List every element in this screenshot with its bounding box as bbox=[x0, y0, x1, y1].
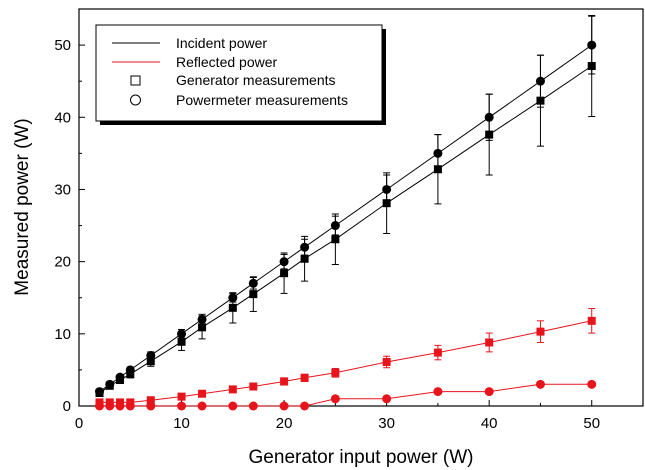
incident-generator-point bbox=[228, 303, 237, 312]
x-tick-label: 10 bbox=[173, 415, 190, 432]
incident-generator-point bbox=[280, 269, 289, 278]
reflected-powermeter-point bbox=[146, 401, 156, 411]
markers-layer bbox=[95, 40, 597, 411]
reflected-powermeter-point bbox=[279, 401, 289, 411]
incident-powermeter-point bbox=[248, 278, 258, 288]
incident-generator-point bbox=[105, 381, 114, 390]
incident-generator-point bbox=[587, 62, 596, 71]
incident-generator-point bbox=[126, 370, 135, 379]
reflected-generator-point bbox=[382, 357, 391, 366]
reflected-generator-line bbox=[99, 320, 592, 403]
x-tick-label: 0 bbox=[75, 415, 83, 432]
reflected-powermeter-point bbox=[197, 401, 207, 411]
reflected-powermeter-point bbox=[125, 401, 135, 411]
reflected-generator-point bbox=[228, 385, 237, 394]
reflected-powermeter-point bbox=[105, 401, 115, 411]
reflected-powermeter-point bbox=[587, 379, 597, 389]
x-tick-label: 40 bbox=[481, 415, 498, 432]
reflected-generator-point bbox=[280, 377, 289, 386]
incident-powermeter-point bbox=[177, 329, 187, 339]
reflected-generator-point bbox=[433, 348, 442, 357]
reflected-powermeter-point bbox=[95, 401, 105, 411]
incident-generator-point bbox=[433, 165, 442, 174]
reflected-powermeter-point bbox=[382, 394, 392, 404]
incident-generator-point bbox=[116, 376, 125, 385]
legend-generator-label: Generator measurements bbox=[176, 72, 336, 88]
legend-generator-square-icon bbox=[130, 75, 141, 86]
incident-powermeter-point bbox=[587, 40, 597, 50]
reflected-powermeter-point bbox=[535, 379, 545, 389]
reflected-powermeter-point bbox=[177, 401, 187, 411]
reflected-generator-point bbox=[300, 373, 309, 382]
reflected-powermeter-point bbox=[300, 401, 310, 411]
reflected-generator-point bbox=[587, 316, 596, 325]
reflected-powermeter-point bbox=[248, 401, 258, 411]
x-axis-title: Generator input power (W) bbox=[249, 447, 474, 468]
incident-generator-point bbox=[536, 96, 545, 105]
incident-powermeter-point bbox=[484, 112, 494, 122]
incident-generator-point bbox=[177, 337, 186, 346]
y-tick-label: 50 bbox=[54, 37, 71, 54]
x-tick-label: 20 bbox=[276, 415, 293, 432]
incident-powermeter-point bbox=[382, 184, 392, 194]
incident-powermeter-point bbox=[433, 148, 443, 158]
incident-powermeter-point bbox=[330, 221, 340, 231]
reflected-generator-point bbox=[331, 368, 340, 377]
incident-generator-point bbox=[485, 130, 494, 139]
reflected-generator-point bbox=[146, 396, 155, 405]
x-tick-label: 50 bbox=[583, 415, 600, 432]
incident-powermeter-point bbox=[279, 257, 289, 267]
ticks-layer: 0 10 20 30 40 50 0 10 20 30 40 50 bbox=[54, 37, 600, 432]
y-tick-label: 10 bbox=[54, 326, 71, 343]
y-axis-title: Measured power (W) bbox=[12, 118, 33, 295]
incident-generator-point bbox=[300, 254, 309, 263]
incident-powermeter-point bbox=[535, 76, 545, 86]
incident-generator-point bbox=[146, 357, 155, 366]
reflected-powermeter-point bbox=[484, 387, 494, 397]
legend-incident-label: Incident power bbox=[176, 35, 267, 51]
legend-powermeter-label: Powermeter measurements bbox=[176, 92, 348, 108]
x-tick-label: 30 bbox=[378, 415, 395, 432]
reflected-powermeter-point bbox=[433, 387, 443, 397]
incident-powermeter-point bbox=[197, 314, 207, 324]
y-tick-label: 0 bbox=[63, 398, 71, 415]
y-tick-label: 40 bbox=[54, 109, 71, 126]
legend-reflected-label: Reflected power bbox=[176, 54, 278, 70]
y-tick-label: 30 bbox=[54, 181, 71, 198]
legend-box bbox=[95, 24, 383, 122]
y-tick-label: 20 bbox=[54, 254, 71, 271]
reflected-generator-point bbox=[249, 382, 258, 391]
incident-generator-point bbox=[95, 389, 104, 398]
reflected-powermeter-point bbox=[228, 401, 238, 411]
reflected-powermeter-line bbox=[99, 383, 592, 407]
reflected-generator-point bbox=[536, 327, 545, 336]
incident-generator-point bbox=[249, 290, 258, 299]
reflected-generator-point bbox=[177, 392, 186, 401]
legend-powermeter-circle-icon bbox=[130, 94, 141, 106]
reflected-generator-point bbox=[485, 338, 494, 347]
incident-powermeter-point bbox=[228, 293, 238, 303]
plot-frame bbox=[78, 8, 644, 407]
incident-generator-point bbox=[382, 199, 391, 208]
legend: Incident power Reflected power Generator… bbox=[95, 24, 386, 125]
incident-powermeter-point bbox=[300, 242, 310, 252]
incident-generator-point bbox=[198, 323, 207, 332]
incident-generator-point bbox=[331, 235, 340, 244]
reflected-powermeter-point bbox=[115, 401, 125, 411]
reflected-powermeter-point bbox=[330, 394, 340, 404]
reflected-generator-point bbox=[198, 389, 207, 398]
